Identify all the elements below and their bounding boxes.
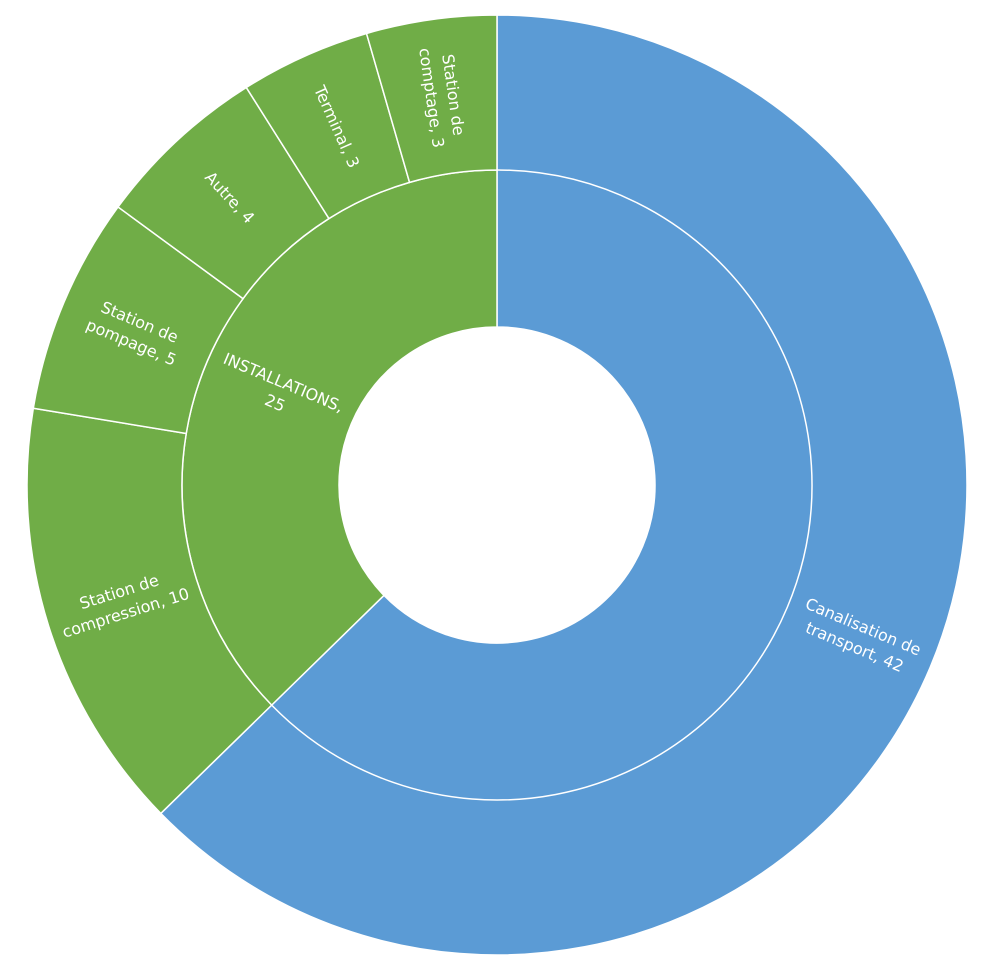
leaf-segment (159, 14, 968, 956)
ring-divider (271, 169, 813, 801)
outer-segment (365, 14, 498, 184)
outer-segment (26, 407, 273, 815)
